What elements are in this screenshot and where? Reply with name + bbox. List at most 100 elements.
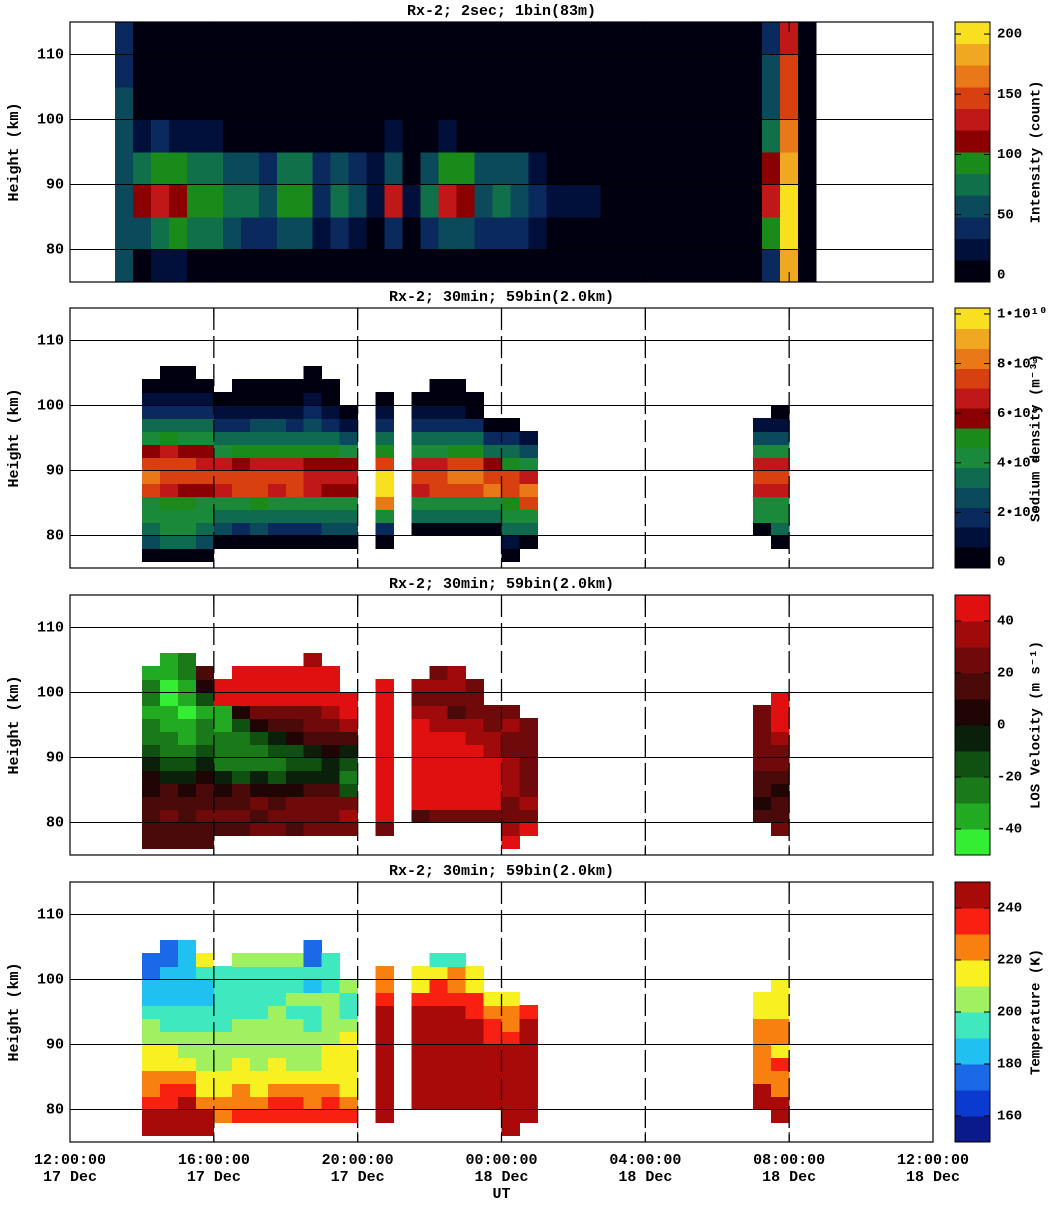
heatmap-cell: [429, 1070, 448, 1084]
heatmap-cell: [375, 796, 394, 810]
heatmap-cell: [195, 1031, 215, 1045]
heatmap-cell: [339, 1005, 358, 1019]
heatmap-cell: [420, 249, 439, 283]
heatmap-cell: [690, 54, 709, 88]
heatmap-cell: [546, 216, 565, 250]
heatmap-cell: [204, 151, 224, 185]
heatmap-cell: [285, 966, 305, 980]
heatmap-cell: [330, 21, 349, 55]
heatmap-cell: [231, 392, 251, 406]
colorbar-band: [955, 882, 990, 909]
y-axis-label: Height (km): [6, 675, 23, 774]
heatmap-cell: [312, 54, 331, 88]
heatmap-cell: [321, 692, 340, 706]
heatmap-cell: [492, 216, 511, 250]
heatmap-cell: [411, 796, 430, 810]
heatmap-cell: [330, 119, 349, 153]
heatmap-cell: [177, 1044, 197, 1058]
heatmap-cell: [636, 151, 655, 185]
heatmap-cell: [375, 535, 394, 549]
heatmap-cell: [168, 184, 188, 218]
heatmap-cell: [519, 770, 538, 784]
colorbar-band: [955, 986, 990, 1013]
heatmap-cell: [375, 418, 394, 432]
heatmap-cell: [402, 21, 421, 55]
colorbar-band: [955, 173, 990, 196]
heatmap-cell: [456, 184, 475, 218]
heatmap-cell: [483, 1031, 502, 1045]
heatmap-cell: [159, 457, 179, 471]
heatmap-cell: [249, 1005, 269, 1019]
heatmap-cell: [411, 483, 430, 497]
heatmap-cell: [339, 783, 358, 797]
heatmap-cell: [249, 405, 269, 419]
heatmap-cell: [231, 1057, 251, 1071]
heatmap-cell: [726, 86, 745, 120]
heatmap-cell: [285, 1044, 305, 1058]
heatmap-cell: [501, 431, 520, 445]
heatmap-cell: [465, 731, 484, 745]
y-tick-label: 80: [46, 241, 64, 258]
heatmap-cell: [753, 418, 772, 432]
heatmap-cell: [501, 548, 520, 562]
heatmap-cell: [249, 809, 269, 823]
heatmap-cell: [483, 718, 502, 732]
heatmap-cell: [447, 1044, 466, 1058]
heatmap-cell: [708, 86, 727, 120]
heatmap-cell: [204, 54, 224, 88]
heatmap-cell: [249, 1057, 269, 1071]
colorbar-band: [955, 699, 990, 726]
heatmap-cell: [177, 1070, 197, 1084]
heatmap-cell: [231, 822, 251, 836]
heatmap-cell: [249, 1044, 269, 1058]
heatmap-cell: [285, 496, 305, 510]
heatmap-cell: [267, 535, 287, 549]
heatmap-cell: [375, 1044, 394, 1058]
heatmap-cell: [429, 522, 448, 536]
heatmap-cell: [321, 1096, 340, 1110]
heatmap-cell: [447, 1057, 466, 1071]
x-tick-label: 16:00:00: [178, 1152, 250, 1169]
heatmap-cell: [321, 1070, 340, 1084]
heatmap-cell: [249, 509, 269, 523]
heatmap-cell: [177, 679, 197, 693]
heatmap-cell: [474, 86, 493, 120]
heatmap-cell: [447, 444, 466, 458]
heatmap-cell: [231, 470, 251, 484]
heatmap-cell: [303, 405, 323, 419]
colorbar-tick-label: 220: [997, 953, 1022, 969]
heatmap-cell: [231, 757, 251, 771]
heatmap-cell: [375, 483, 394, 497]
heatmap-cell: [177, 940, 197, 954]
heatmap-cell: [636, 86, 655, 120]
heatmap-cell: [447, 1070, 466, 1084]
y-tick-label: 80: [46, 814, 64, 831]
heatmap-cell: [483, 418, 502, 432]
heatmap-cell: [465, 679, 484, 693]
heatmap-cell: [177, 992, 197, 1006]
heatmap-cell: [231, 705, 251, 719]
heatmap-cell: [519, 1083, 538, 1097]
heatmap-cell: [204, 21, 224, 55]
heatmap-cell: [177, 1122, 197, 1136]
heatmap-cell: [672, 184, 691, 218]
heatmap-cell: [249, 1083, 269, 1097]
heatmap-cell: [429, 1031, 448, 1045]
heatmap-cell: [339, 1057, 358, 1071]
heatmap-cell: [600, 216, 619, 250]
heatmap-cell: [195, 666, 215, 680]
heatmap-cell: [447, 679, 466, 693]
heatmap-cell: [438, 54, 457, 88]
heatmap-cell: [447, 953, 466, 967]
heatmap-cell: [771, 535, 790, 549]
heatmap-cell: [294, 184, 314, 218]
heatmap-cell: [465, 757, 484, 771]
heatmap-cell: [465, 444, 484, 458]
heatmap-cell: [249, 1070, 269, 1084]
heatmap-cell: [780, 119, 799, 153]
heatmap-cell: [321, 405, 340, 419]
heatmap-cell: [411, 783, 430, 797]
heatmap-cell: [483, 509, 502, 523]
colorbar-band: [955, 260, 990, 283]
heatmap-cell: [213, 470, 233, 484]
